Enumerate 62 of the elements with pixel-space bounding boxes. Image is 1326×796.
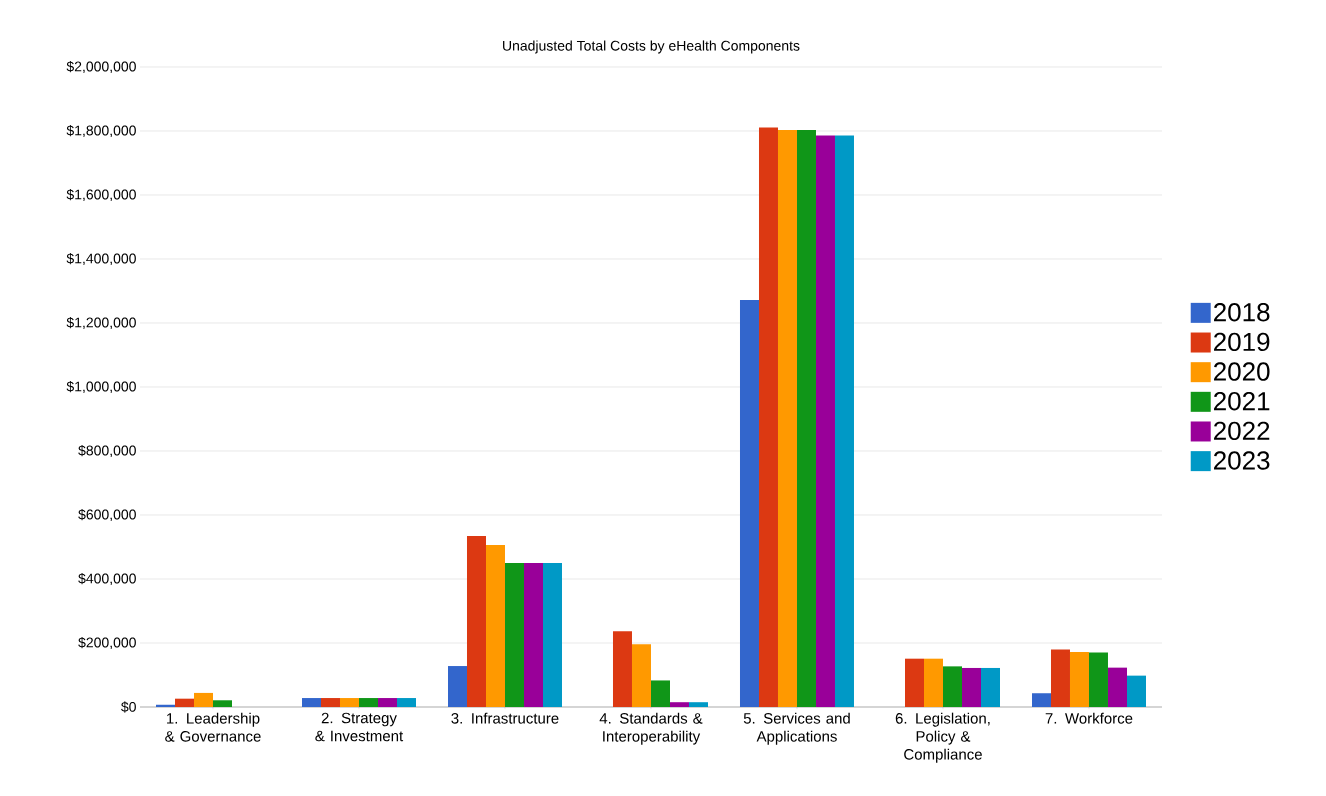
bar xyxy=(524,563,543,707)
x-tick-label: 4. Standards & Interoperability xyxy=(599,712,703,745)
bar xyxy=(504,563,524,707)
bar xyxy=(1107,667,1127,707)
bar xyxy=(1088,652,1108,707)
legend-label: 2020 xyxy=(1214,362,1270,381)
y-tick-label: $0 xyxy=(121,701,136,713)
y-tick-label: $1,600,000 xyxy=(66,188,136,202)
x-tick-label: 5. Services and Applications xyxy=(743,712,850,745)
bar xyxy=(378,698,397,707)
bar xyxy=(980,667,1000,707)
y-tick-label: $600,000 xyxy=(78,508,136,522)
x-tick-label: 3. Infrastructure xyxy=(451,712,559,724)
bar xyxy=(758,127,778,707)
legend-label: 2021 xyxy=(1214,391,1270,411)
x-tick-label: 1. Leadership & Governance xyxy=(165,712,261,742)
legend-label: 2019 xyxy=(1214,332,1270,352)
bar xyxy=(175,698,194,707)
y-tick-label: $1,400,000 xyxy=(66,252,136,266)
bar xyxy=(796,130,816,707)
bar xyxy=(834,135,854,707)
legend-label: 2022 xyxy=(1214,421,1270,441)
bar xyxy=(466,536,486,707)
bar xyxy=(359,698,378,707)
bar xyxy=(543,563,562,707)
bar xyxy=(302,698,321,707)
bar xyxy=(397,698,416,707)
x-tick-label: 7. Workforce xyxy=(1045,712,1133,724)
legend-label: 2023 xyxy=(1214,451,1270,470)
bar xyxy=(1069,651,1089,707)
bar xyxy=(650,680,670,707)
bar xyxy=(194,692,213,707)
bar xyxy=(631,644,651,707)
x-tick-label: 6. Legislation, Policy & Compliance xyxy=(895,712,990,763)
bar xyxy=(1126,675,1146,707)
bar xyxy=(739,299,759,707)
bar xyxy=(669,702,689,707)
y-tick-label: $800,000 xyxy=(78,444,136,458)
bar xyxy=(321,698,340,707)
x-tick-label: 2. Strategy & Investment xyxy=(315,712,404,742)
bar xyxy=(485,545,505,707)
bar xyxy=(213,700,232,707)
y-tick-label: $1,000,000 xyxy=(66,380,136,394)
bar xyxy=(1031,693,1051,707)
y-tick-label: $2,000,000 xyxy=(66,60,136,74)
y-tick-label: $200,000 xyxy=(78,636,136,650)
bar xyxy=(815,135,835,707)
bar xyxy=(904,658,924,707)
bar xyxy=(1050,649,1070,707)
bar xyxy=(612,631,632,707)
bar xyxy=(340,698,359,707)
bar xyxy=(777,130,797,707)
y-tick-label: $1,200,000 xyxy=(66,316,136,330)
bar xyxy=(942,666,962,707)
y-tick-label: $1,800,000 xyxy=(66,124,136,138)
bar xyxy=(447,666,467,707)
chart-title: Unadjusted Total Costs by eHealth Components xyxy=(503,40,800,54)
y-tick-label: $400,000 xyxy=(78,572,136,586)
bar xyxy=(688,702,708,707)
bar xyxy=(923,658,943,707)
bar xyxy=(961,667,981,707)
legend-label: 2018 xyxy=(1214,303,1270,322)
